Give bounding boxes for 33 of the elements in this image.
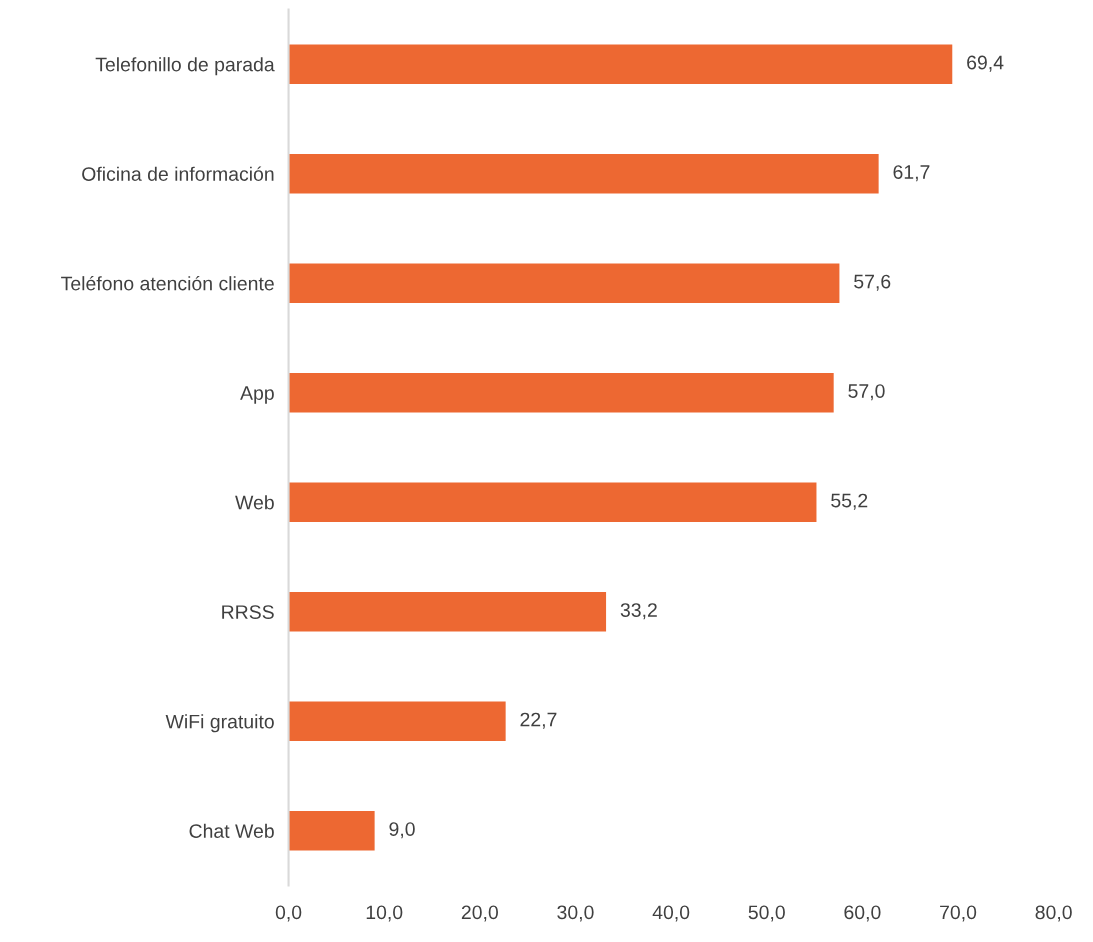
y-tick-label: Chat Web xyxy=(189,823,274,838)
y-tick-label: Web xyxy=(235,495,274,510)
x-tick-label: 10,0 xyxy=(366,905,403,922)
x-tick-label: 20,0 xyxy=(461,905,498,922)
y-tick-label: Teléfono atención cliente xyxy=(61,275,274,291)
y-tick-label: RRSS xyxy=(222,605,274,619)
data-label: 9,0 xyxy=(389,822,415,839)
data-label: 22,7 xyxy=(520,712,557,729)
x-tick-label: 80,0 xyxy=(1035,905,1072,922)
bar xyxy=(288,372,834,413)
data-label: 61,7 xyxy=(893,165,930,182)
data-label: 69,4 xyxy=(967,55,1004,72)
data-label: 57,0 xyxy=(848,384,885,401)
x-tick-label: 30,0 xyxy=(557,905,594,922)
x-tick-label: 70,0 xyxy=(940,905,977,922)
data-label: 55,2 xyxy=(831,493,868,510)
bar xyxy=(288,811,375,851)
bar xyxy=(288,482,817,522)
y-tick-label: Oficina de información xyxy=(82,166,274,181)
x-tick-label: 0,0 xyxy=(275,905,302,922)
bar xyxy=(288,592,607,632)
data-label: 57,6 xyxy=(854,274,891,291)
y-tick-label: App xyxy=(240,386,274,404)
y-tick-label: Telefonillo de parada xyxy=(95,57,275,76)
x-tick-label: 50,0 xyxy=(748,905,785,922)
bar xyxy=(288,263,840,303)
bar xyxy=(288,153,879,194)
x-tick-label: 60,0 xyxy=(844,905,881,922)
bar xyxy=(288,44,953,84)
y-tick-label: WiFi gratuito xyxy=(165,714,274,733)
data-label: 33,2 xyxy=(620,603,657,620)
x-tick-label: 40,0 xyxy=(652,905,690,922)
bar xyxy=(288,701,506,741)
